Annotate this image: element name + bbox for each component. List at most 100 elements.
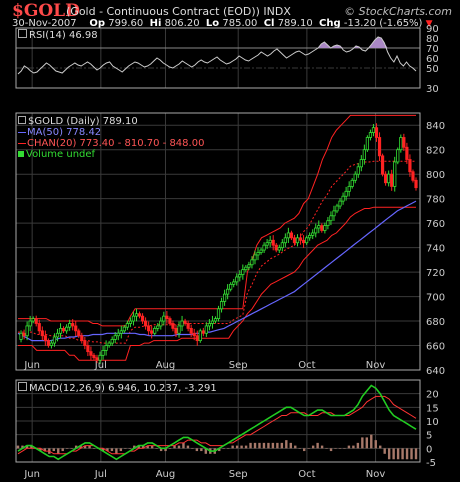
macd-histogram-bar: [168, 448, 172, 449]
rsi-y-tick: 50: [426, 64, 439, 75]
candle-body: [377, 137, 382, 157]
change-label: Chg: [319, 18, 341, 29]
channel-lower-line: [18, 206, 416, 361]
open-label: Op: [89, 18, 106, 29]
macd-y-tick: 10: [426, 417, 439, 428]
candle-body: [68, 323, 72, 328]
macd-histogram-bar: [101, 448, 105, 452]
macd-histogram-bar: [396, 448, 400, 460]
candle-body: [92, 354, 96, 359]
macd-y-tick: 15: [426, 403, 439, 414]
candle-body: [71, 323, 75, 327]
macd-histogram-bar: [262, 442, 266, 449]
macd-histogram-bar: [70, 448, 73, 449]
macd-histogram-bar: [21, 445, 24, 449]
macd-histogram-bar: [294, 445, 297, 449]
candle-body: [86, 345, 90, 353]
macd-histogram-bar: [320, 445, 324, 449]
candle-body: [140, 315, 145, 322]
candle-body: [341, 195, 345, 202]
x-tick-label: Nov: [366, 469, 386, 480]
macd-histogram-bar: [244, 445, 248, 449]
candle-body: [384, 173, 388, 184]
x-tick-label: Sep: [229, 360, 248, 371]
price-y-tick: 800: [426, 170, 445, 181]
candle-body: [40, 330, 44, 337]
candle-body: [28, 320, 32, 327]
macd-histogram-bar: [249, 442, 252, 449]
candle-body: [274, 244, 278, 251]
stockcharts-logo[interactable]: © StockCharts.com: [344, 5, 452, 18]
rsi-legend: RSI(14) 46.98: [18, 29, 98, 41]
price-panel-frame: [15, 112, 421, 371]
candle-body: [222, 293, 227, 302]
candle-body: [180, 320, 184, 327]
candle-body: [317, 225, 321, 229]
macd-y-tick: -5: [426, 458, 436, 469]
candle-body: [55, 332, 60, 338]
candle-body: [271, 239, 275, 246]
candle-body: [308, 234, 312, 239]
rsi-line: [17, 36, 417, 75]
macd-y-tick: 20: [426, 390, 439, 401]
macd-histogram-bar: [392, 448, 395, 460]
macd-histogram-bar: [142, 445, 145, 449]
candle-body: [347, 186, 351, 192]
macd-histogram-bar: [387, 448, 391, 460]
macd-histogram-bar: [92, 448, 96, 449]
macd-histogram-bar: [43, 448, 47, 452]
price-y-tick: 820: [426, 146, 445, 157]
macd-histogram-bar: [57, 448, 60, 454]
candle-body: [125, 323, 129, 328]
volume-legend-text: Volume undef: [26, 149, 96, 160]
candle-body: [387, 173, 391, 184]
macd-histogram-bar: [253, 442, 257, 449]
candle-body: [213, 318, 218, 322]
candle-body: [247, 264, 251, 268]
candle-body: [414, 179, 418, 189]
close-label: Cl: [263, 18, 275, 29]
macd-histogram-bar: [124, 448, 127, 449]
macd-histogram-bar: [285, 440, 288, 449]
candle-body: [277, 247, 281, 251]
macd-histogram-bar: [52, 448, 55, 452]
macd-histogram-bar: [356, 442, 360, 449]
price-y-tick: 640: [426, 366, 445, 377]
candle-body: [286, 232, 290, 239]
price-legend: $GOLD (Daily) 789.10 MA(50) 778.42 CHAN(…: [18, 116, 204, 160]
macd-histogram-bar: [258, 442, 261, 449]
macd-histogram-bar: [146, 445, 149, 449]
price-y-tick: 660: [426, 342, 445, 353]
legend-swatch-volume: [18, 151, 24, 157]
macd-histogram-bar: [405, 448, 409, 460]
candle-body: [31, 318, 35, 322]
macd-histogram-bar: [200, 448, 203, 452]
macd-histogram-bar: [74, 445, 78, 449]
candle-body: [156, 325, 160, 329]
candle-body: [320, 225, 324, 231]
macd-histogram-bar: [155, 448, 158, 449]
price-legend-text: $GOLD (Daily) 789.10: [28, 116, 138, 127]
macd-line: [17, 384, 417, 461]
macd-histogram-bar: [298, 448, 301, 449]
macd-histogram-bar: [410, 448, 413, 460]
candle-body: [390, 173, 394, 187]
candle-body: [43, 335, 47, 342]
candle-body: [198, 330, 202, 342]
macd-histogram-bar: [325, 448, 328, 449]
candle-body: [65, 326, 69, 332]
x-tick-label: Jun: [23, 469, 40, 480]
macd-histogram-bar: [119, 448, 123, 452]
macd-histogram-bar: [182, 442, 185, 449]
candle-body: [98, 354, 102, 361]
candle-body: [314, 227, 318, 234]
candle-body: [371, 127, 376, 133]
candle-body: [147, 325, 151, 332]
macd-histogram-bar: [271, 442, 275, 449]
price-y-tick: 740: [426, 244, 445, 255]
candle-body: [165, 315, 169, 319]
macd-histogram-bar: [191, 448, 194, 449]
candle-body: [353, 173, 357, 181]
candle-body: [408, 159, 412, 173]
candle-body: [162, 315, 166, 322]
